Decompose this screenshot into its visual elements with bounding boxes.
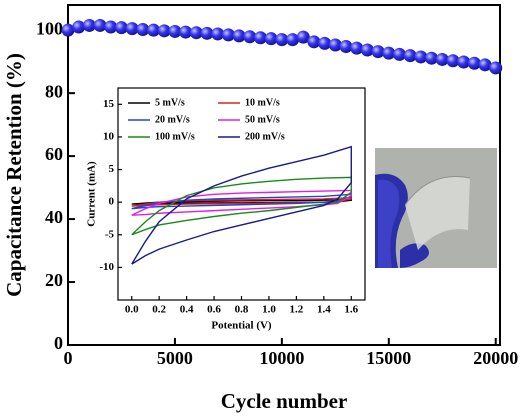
data-point	[211, 27, 225, 41]
cv-curve	[131, 176, 352, 236]
data-point	[264, 32, 278, 46]
legend-label: 5 mV/s	[155, 97, 185, 108]
data-point	[446, 54, 460, 68]
photo	[375, 148, 497, 268]
data-point	[286, 33, 300, 47]
x-tick-label: 20000	[473, 348, 518, 368]
data-point	[296, 30, 310, 44]
x-tick-label: 0	[64, 348, 73, 368]
y-tick-label: -5	[105, 228, 115, 240]
y-axis-label: Capacitance Retention (%)	[2, 53, 26, 297]
y-tick-label: 15	[103, 98, 115, 110]
data-point	[104, 20, 118, 34]
data-point	[275, 33, 289, 47]
y-tick-label: 40	[45, 207, 63, 227]
data-point	[168, 24, 182, 38]
x-axis-label: Potential (V)	[211, 320, 272, 332]
data-point	[93, 18, 107, 32]
legend-label: 100 mV/s	[155, 131, 195, 142]
data-point	[147, 23, 161, 37]
data-point	[136, 23, 150, 37]
x-tick-label: 0.8	[235, 304, 249, 316]
data-point	[72, 20, 86, 34]
data-point	[392, 47, 406, 61]
cv-curve	[131, 145, 352, 265]
x-tick-label: 10000	[259, 348, 304, 368]
y-tick-label: 20	[45, 270, 63, 290]
cv-curve	[131, 198, 352, 205]
data-point	[125, 22, 139, 36]
data-point	[350, 41, 364, 55]
data-point	[360, 43, 374, 57]
cv-curve	[131, 193, 352, 210]
data-point	[221, 28, 235, 42]
x-tick-label: 1.6	[344, 304, 358, 316]
data-point	[414, 50, 428, 64]
data-point	[189, 26, 203, 40]
legend-label: 200 mV/s	[245, 131, 285, 142]
y-tick-label: 100	[36, 18, 63, 38]
data-point	[425, 51, 439, 65]
x-tick-label: 15000	[366, 348, 411, 368]
x-tick-label: 5000	[157, 348, 193, 368]
x-tick-label: 1.2	[290, 304, 304, 316]
y-tick-label: 0	[54, 333, 63, 353]
data-point	[179, 25, 193, 39]
data-point	[253, 31, 267, 45]
data-point	[339, 40, 353, 54]
data-point	[457, 55, 471, 69]
x-tick-label: 0.6	[207, 304, 221, 316]
y-tick-label: -10	[99, 261, 114, 273]
x-tick-label: 1.4	[317, 304, 331, 316]
data-point	[307, 35, 321, 49]
legend-label: 10 mV/s	[245, 97, 280, 108]
x-axis-label: Cycle number	[221, 389, 348, 413]
data-point	[371, 45, 385, 59]
x-tick-label: 0.0	[125, 304, 139, 316]
x-tick-label: 1.0	[262, 304, 276, 316]
data-point	[328, 38, 342, 52]
data-point	[200, 26, 214, 40]
y-tick-label: 60	[45, 144, 63, 164]
data-point	[403, 49, 417, 63]
data-point	[489, 61, 503, 75]
chart-1: 0.0 0.2 0.4 0.6 0.8 1.0 1.2 1.4 1.6 -10 -5 0 5 10 15 Po…	[86, 87, 366, 332]
data-point	[114, 21, 128, 35]
legend-label: 20 mV/s	[155, 114, 190, 125]
data-point	[478, 58, 492, 72]
y-axis-label: Current (mA)	[86, 161, 98, 227]
data-point	[82, 18, 96, 32]
x-tick-label: 0.4	[180, 304, 194, 316]
plot-frame	[117, 87, 366, 301]
data-point	[243, 30, 257, 44]
legend-label: 50 mV/s	[245, 114, 280, 125]
data-point	[382, 46, 396, 60]
y-tick-label: 80	[45, 81, 63, 101]
data-point	[61, 23, 75, 37]
cv-curve	[131, 189, 352, 216]
data-point	[467, 56, 481, 70]
data-point	[318, 36, 332, 50]
cv-curve	[131, 196, 352, 207]
x-tick-label: 0.2	[152, 304, 166, 316]
data-point	[157, 24, 171, 38]
data-point	[435, 52, 449, 66]
data-point	[232, 29, 246, 43]
y-tick-label: 5	[109, 163, 115, 175]
y-tick-label: 10	[103, 130, 115, 142]
y-tick-label: 0	[109, 196, 115, 208]
